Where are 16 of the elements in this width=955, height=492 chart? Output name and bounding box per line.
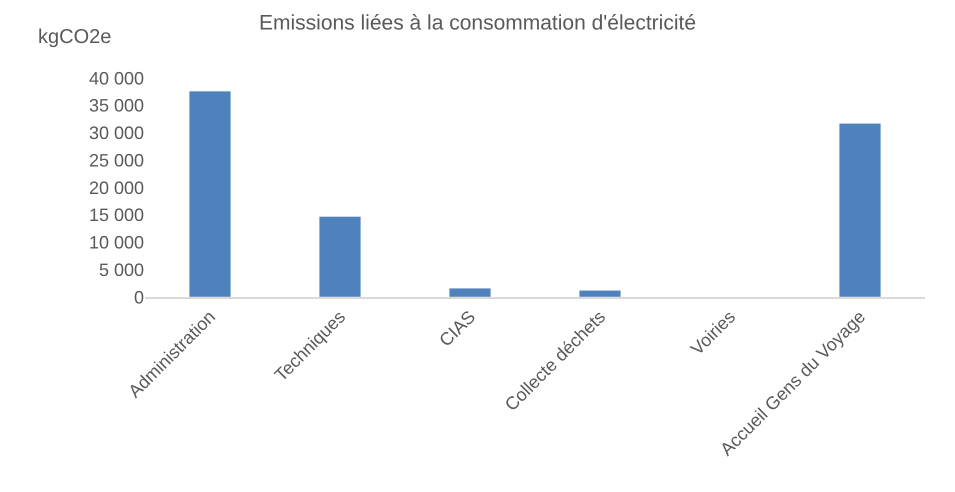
y-tick-label: 5 000: [98, 260, 144, 280]
chart-title: Emissions liées à la consommation d'électricité: [258, 11, 696, 34]
bar: [838, 123, 882, 297]
y-tick-label: 30 000: [88, 123, 144, 144]
y-tick-label: 20 000: [88, 178, 144, 198]
y-tick-label: 35 000: [88, 96, 144, 116]
y-axis-title: kgCO2e: [38, 26, 112, 48]
y-tick-label: 10 000: [88, 232, 144, 253]
bar: [578, 290, 622, 297]
y-tick-label: 40 000: [88, 68, 144, 88]
y-tick-label: 25 000: [88, 150, 144, 170]
bar: [448, 288, 492, 297]
bar: [188, 90, 232, 297]
y-tick-label: 0: [134, 287, 144, 308]
y-tick-label: 15 000: [88, 205, 144, 226]
bar: [318, 216, 362, 297]
